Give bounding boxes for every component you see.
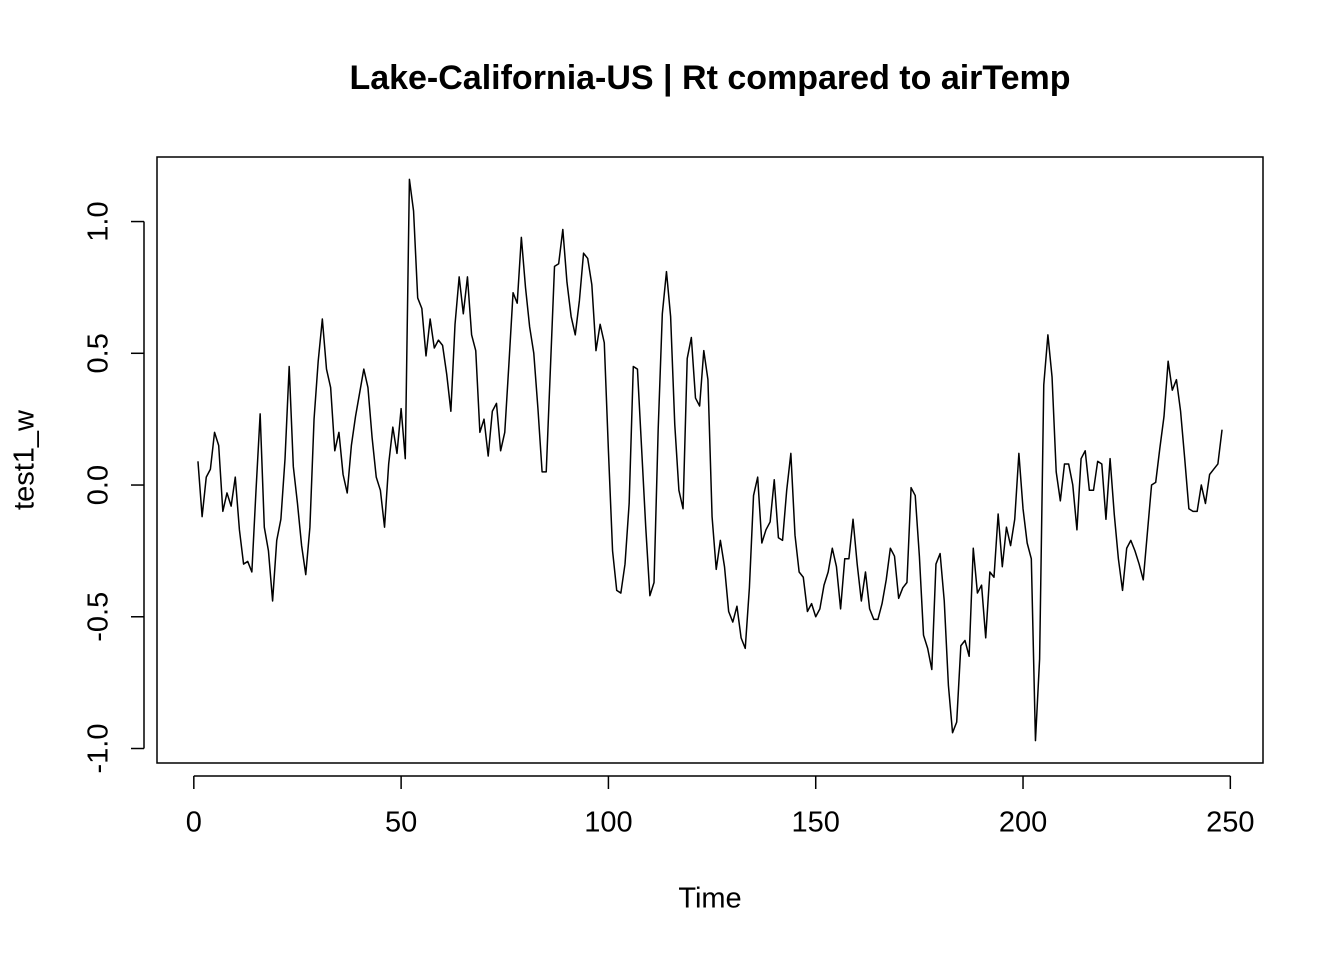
- data-line: [197, 178, 1223, 742]
- y-tick-label: 0.0: [83, 465, 115, 505]
- chart-title: Lake-California-US | Rt compared to airT…: [349, 59, 1070, 97]
- y-axis-label: test1_w: [9, 409, 41, 510]
- y-tick-label: 1.0: [83, 201, 115, 241]
- x-tick-label: 200: [999, 807, 1047, 839]
- y-tick-label: 0.5: [83, 333, 115, 373]
- y-tick-label: -1.0: [83, 724, 115, 774]
- plot-frame: [156, 156, 1264, 764]
- x-tick-label: 100: [584, 807, 632, 839]
- x-tick-label: 50: [385, 807, 417, 839]
- x-tick-label: 250: [1206, 807, 1254, 839]
- x-axis-label: Time: [678, 883, 741, 915]
- x-tick-label: 0: [186, 807, 202, 839]
- y-tick-label: -0.5: [83, 592, 115, 642]
- x-tick-label: 150: [792, 807, 840, 839]
